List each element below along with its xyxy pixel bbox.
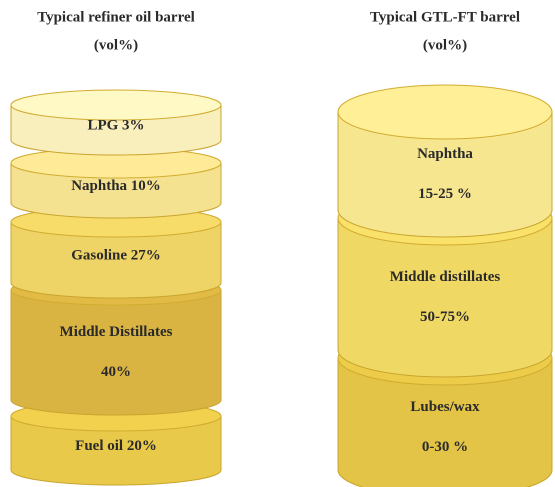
segment-label: LPG 3%	[87, 117, 144, 133]
diagram: Typical refiner oil barrel (vol%) Fuel oil…	[0, 0, 555, 487]
barrel-segment: Naphtha 15-25 %	[338, 85, 552, 237]
segment-label: 50-75%	[420, 309, 470, 325]
barrel-title: Typical refiner oil barrel	[37, 9, 195, 25]
segment-top	[338, 85, 552, 139]
barrel-title: (vol%)	[423, 37, 467, 53]
segment-top	[11, 90, 221, 120]
segment-label: Gasoline 27%	[71, 247, 161, 263]
barrel-title: Typical GTL-FT barrel	[370, 9, 520, 25]
segment-label: Middle Distillates	[60, 324, 173, 340]
segment-label: Fuel oil 20%	[75, 438, 157, 454]
segment-label: 0-30 %	[422, 439, 468, 455]
segment-label: Naphtha	[417, 146, 473, 162]
barrel-segment: Naphtha 10%	[11, 148, 221, 218]
segment-body	[11, 290, 221, 415]
barrel-segment: LPG 3%	[11, 90, 221, 155]
segment-label: Middle distillates	[390, 269, 501, 285]
segment-label: 40%	[101, 364, 131, 380]
segment-label: Lubes/wax	[410, 399, 480, 415]
barrel-title: (vol%)	[94, 37, 138, 53]
barrel-segment: Gasoline 27%	[11, 207, 221, 298]
segment-label: Naphtha 10%	[71, 178, 161, 194]
segment-label: 15-25 %	[418, 186, 472, 202]
